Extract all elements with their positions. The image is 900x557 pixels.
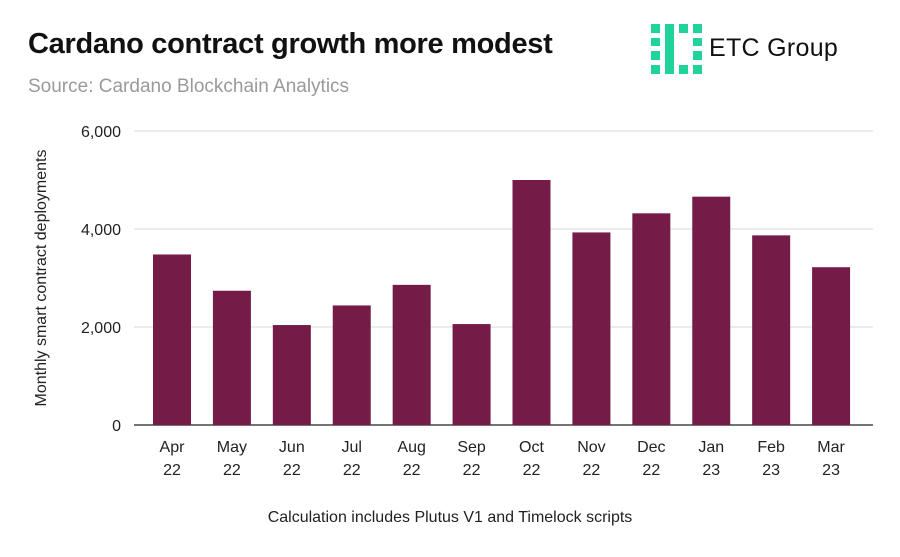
bar bbox=[272, 325, 311, 425]
bar bbox=[452, 324, 491, 425]
etc-group-logo-icon bbox=[651, 24, 702, 74]
x-tick-label: Mar bbox=[817, 439, 845, 456]
logo-text: ETC Group bbox=[709, 34, 839, 62]
x-tick-label: 22 bbox=[343, 462, 361, 479]
x-tick-label: 22 bbox=[163, 462, 181, 479]
bar bbox=[692, 196, 731, 425]
x-tick-label: 22 bbox=[223, 462, 241, 479]
x-tick-label: 22 bbox=[523, 462, 541, 479]
x-tick-label: Apr bbox=[160, 439, 186, 456]
y-axis-title: Monthly smart contract deployments bbox=[33, 150, 50, 407]
x-tick-label: 22 bbox=[283, 462, 301, 479]
x-tick-label: 22 bbox=[642, 462, 660, 479]
bar bbox=[153, 254, 191, 425]
bar bbox=[212, 290, 251, 425]
y-tick-label: 0 bbox=[112, 418, 121, 435]
x-tick-label: 23 bbox=[702, 462, 720, 479]
bar bbox=[392, 284, 431, 425]
bar bbox=[632, 213, 671, 425]
x-tick-label: 22 bbox=[463, 462, 481, 479]
bar bbox=[332, 305, 371, 425]
bar bbox=[572, 232, 611, 425]
bar bbox=[512, 180, 551, 425]
chart-footnote: Calculation includes Plutus V1 and Timel… bbox=[267, 509, 633, 526]
etc-group-logo: ETC Group bbox=[651, 24, 900, 74]
x-tick-label: Aug bbox=[397, 439, 425, 456]
x-tick-label: May bbox=[217, 439, 247, 456]
chart-subtitle: Source: Cardano Blockchain Analytics bbox=[28, 76, 350, 97]
x-tick-label: Feb bbox=[757, 439, 785, 456]
y-tick-label: 4,000 bbox=[81, 222, 121, 239]
x-tick-label: Nov bbox=[577, 439, 605, 456]
x-tick-label: Oct bbox=[519, 439, 544, 456]
x-tick-label: Jul bbox=[342, 439, 362, 456]
x-tick-label: 23 bbox=[822, 462, 840, 479]
bar-chart: 0 2,000 4,000 6,000 Monthly smart contract d… bbox=[33, 124, 873, 479]
bar bbox=[752, 235, 791, 425]
x-tick-label: 22 bbox=[583, 462, 601, 479]
y-tick-label: 6,000 bbox=[81, 124, 121, 141]
x-tick-label: Jun bbox=[279, 439, 305, 456]
x-tick-label: Dec bbox=[637, 439, 665, 456]
x-tick-label: 22 bbox=[403, 462, 421, 479]
x-tick-label: 23 bbox=[762, 462, 780, 479]
chart-title: Cardano contract growth more modest bbox=[28, 28, 553, 60]
y-tick-label: 2,000 bbox=[81, 320, 121, 337]
bar bbox=[812, 267, 851, 425]
x-tick-label: Sep bbox=[457, 439, 486, 456]
x-tick-label: Jan bbox=[698, 439, 724, 456]
